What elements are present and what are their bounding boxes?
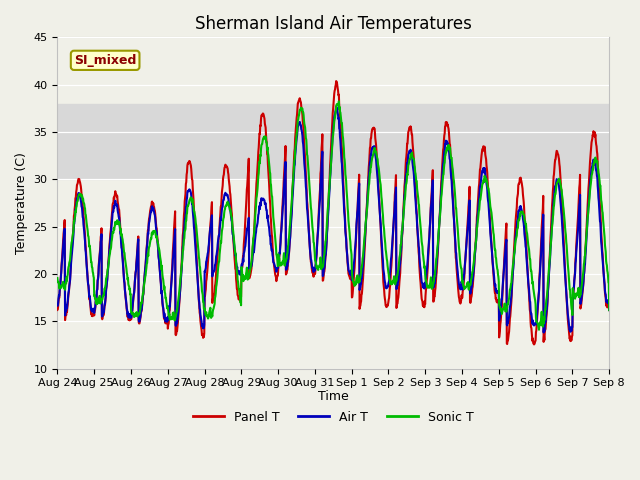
Air T bbox=[605, 307, 613, 313]
Panel T bbox=[530, 342, 538, 348]
Sonic T bbox=[54, 275, 61, 281]
Line: Sonic T: Sonic T bbox=[58, 101, 609, 330]
Panel T bbox=[238, 265, 246, 271]
Y-axis label: Temperature (C): Temperature (C) bbox=[15, 152, 28, 254]
Sonic T bbox=[541, 317, 548, 323]
Panel T bbox=[541, 337, 548, 343]
Sonic T bbox=[605, 307, 613, 313]
Sonic T bbox=[419, 253, 427, 259]
Panel T bbox=[332, 78, 340, 84]
Sonic T bbox=[535, 327, 543, 333]
Title: Sherman Island Air Temperatures: Sherman Island Air Temperatures bbox=[195, 15, 472, 33]
Air T bbox=[54, 303, 61, 309]
Air T bbox=[332, 104, 340, 109]
Text: SI_mixed: SI_mixed bbox=[74, 54, 136, 67]
Panel T bbox=[492, 289, 499, 295]
Air T bbox=[419, 284, 427, 290]
Air T bbox=[541, 328, 548, 334]
Sonic T bbox=[238, 266, 246, 272]
Air T bbox=[540, 330, 547, 336]
Sonic T bbox=[176, 281, 184, 287]
Sonic T bbox=[335, 98, 342, 104]
Legend: Panel T, Air T, Sonic T: Panel T, Air T, Sonic T bbox=[188, 406, 479, 429]
Air T bbox=[492, 282, 499, 288]
Line: Panel T: Panel T bbox=[58, 81, 609, 345]
Air T bbox=[176, 288, 184, 294]
Bar bbox=[58, 104, 609, 179]
Panel T bbox=[54, 307, 61, 313]
Line: Air T: Air T bbox=[58, 107, 609, 333]
Panel T bbox=[605, 307, 613, 313]
Air T bbox=[163, 317, 170, 323]
Sonic T bbox=[163, 300, 170, 306]
X-axis label: Time: Time bbox=[318, 390, 349, 403]
Panel T bbox=[176, 288, 184, 294]
Air T bbox=[238, 261, 246, 267]
Panel T bbox=[163, 319, 170, 325]
Sonic T bbox=[492, 247, 499, 252]
Panel T bbox=[419, 303, 427, 309]
